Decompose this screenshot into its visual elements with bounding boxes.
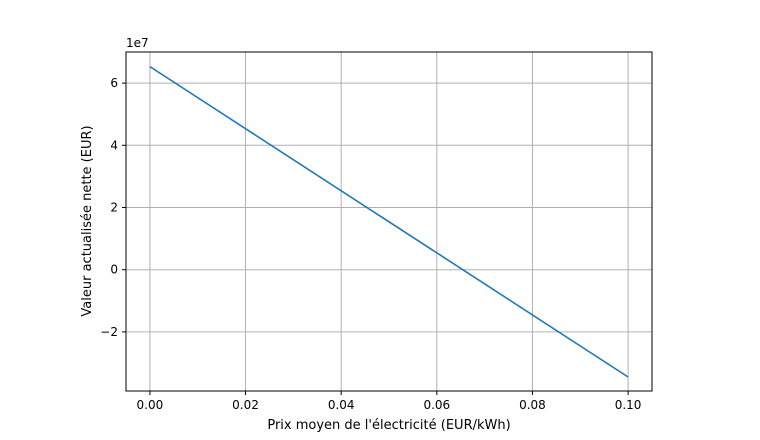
series-line-0 <box>149 65 629 378</box>
y-tick-label: −2 <box>100 325 118 339</box>
y-tick-label: 4 <box>110 138 118 152</box>
y-tick-label: 0 <box>110 263 118 277</box>
x-tick-label: 0.08 <box>519 398 546 412</box>
series-layer <box>149 65 629 378</box>
x-tick-label: 0.02 <box>232 398 259 412</box>
x-tick-label: 0.04 <box>328 398 355 412</box>
y-offset-text: 1e7 <box>126 36 149 50</box>
y-tick-label: 6 <box>110 76 118 90</box>
ticks-layer: 0.00 0.02 0.04 0.06 0.08 0.10 −2 0 2 4 6 <box>100 76 641 412</box>
x-tick-label: 0.06 <box>423 398 450 412</box>
grid-layer <box>126 52 652 391</box>
y-tick-label: 2 <box>110 201 118 215</box>
x-tick-label: 0.00 <box>137 398 164 412</box>
plot-frame <box>125 51 653 392</box>
x-tick-label: 0.10 <box>615 398 642 412</box>
y-axis-label: Valeur actualisée nette (EUR) <box>80 125 95 316</box>
x-axis-label: Prix moyen de l'électricité (EUR/kWh) <box>267 418 510 433</box>
